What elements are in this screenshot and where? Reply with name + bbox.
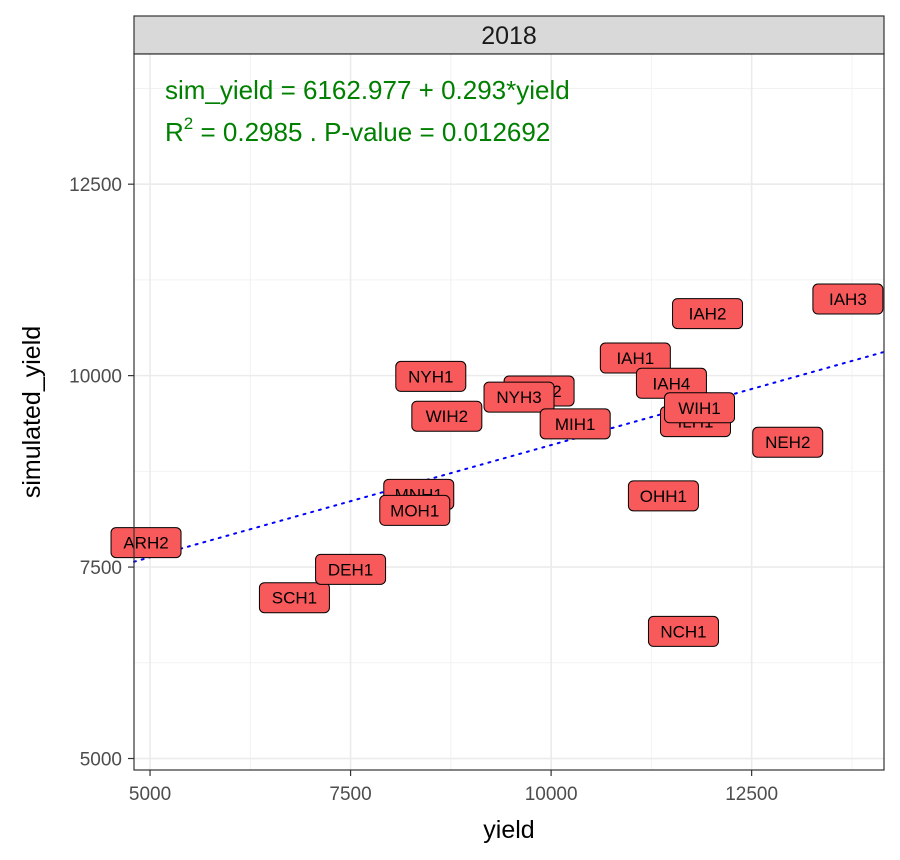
point-label-box bbox=[315, 553, 387, 585]
regression-line bbox=[133, 350, 885, 563]
point-label-box bbox=[411, 400, 483, 432]
point-label-box bbox=[812, 283, 884, 315]
x-tick-label: 5000 bbox=[129, 784, 171, 805]
point-label-text: WIH1 bbox=[678, 399, 721, 418]
point-label-text: IAH3 bbox=[829, 290, 867, 309]
point-label-text: NCH1 bbox=[660, 622, 706, 641]
point-label-text: NYH3 bbox=[496, 388, 541, 407]
point-label-iah2: IAH2 bbox=[672, 298, 744, 330]
point-label-box bbox=[672, 298, 744, 330]
point-label-sch1: SCH1 bbox=[258, 582, 330, 614]
point-label-text: MOH1 bbox=[390, 501, 439, 520]
y-axis: 5000 7500 10000 12500 bbox=[69, 175, 134, 771]
point-label-box bbox=[395, 360, 467, 392]
point-label-text: DEH1 bbox=[328, 560, 373, 579]
x-axis-title: yield bbox=[483, 816, 534, 844]
x-tick-label: 12500 bbox=[725, 784, 778, 805]
point-label-nyh3: NYH3 bbox=[483, 381, 555, 413]
x-tick-label: 10000 bbox=[525, 784, 578, 805]
point-label-text: MIH1 bbox=[555, 415, 596, 434]
point-label-text: SCH1 bbox=[272, 589, 317, 608]
point-label-box bbox=[664, 392, 736, 424]
point-label-box bbox=[258, 582, 330, 614]
point-labels: ARH2SCH1DEH1MNH1MOH1NYH1WIH2NYH2NYH3MIH1… bbox=[110, 283, 884, 647]
y-tick-label: 7500 bbox=[80, 558, 122, 579]
point-label-text: WIH2 bbox=[426, 407, 469, 426]
point-label-mih1: MIH1 bbox=[539, 408, 611, 440]
point-label-text: IAH4 bbox=[653, 374, 691, 393]
panel-border bbox=[133, 53, 885, 771]
point-label-box bbox=[752, 426, 824, 458]
point-label-box bbox=[627, 480, 699, 512]
point-label-nyh1: NYH1 bbox=[395, 360, 467, 392]
point-label-text: NEH2 bbox=[765, 433, 810, 452]
y-tick-label: 5000 bbox=[80, 750, 122, 771]
r-superscript: 2 bbox=[184, 114, 193, 133]
y-tick-label: 10000 bbox=[69, 367, 122, 388]
point-label-text: OHH1 bbox=[640, 487, 687, 506]
y-tick-label: 12500 bbox=[69, 175, 122, 196]
point-label-deh1: DEH1 bbox=[315, 553, 387, 585]
point-label-box bbox=[379, 494, 451, 526]
y-axis-title: simulated_yield bbox=[18, 326, 46, 498]
point-label-iah4: IAH4 bbox=[635, 367, 707, 399]
point-label-box bbox=[483, 381, 555, 413]
point-label-box bbox=[110, 527, 182, 559]
facet-strip bbox=[133, 15, 885, 55]
point-label-wih2: WIH2 bbox=[411, 400, 483, 432]
point-label-iah3: IAH3 bbox=[812, 283, 884, 315]
regression-stats: R2 = 0.2985 . P-value = 0.012692 bbox=[165, 114, 550, 147]
point-label-neh2: NEH2 bbox=[752, 426, 824, 458]
x-axis: 5000 7500 10000 12500 bbox=[129, 770, 778, 805]
point-label-text: IAH1 bbox=[616, 349, 654, 368]
r-symbol: R bbox=[165, 117, 184, 147]
point-label-box bbox=[647, 615, 719, 647]
point-label-box bbox=[599, 342, 671, 374]
minor-gridlines bbox=[134, 54, 884, 770]
point-label-text: ARH2 bbox=[123, 534, 168, 553]
point-label-wih1: WIH1 bbox=[664, 392, 736, 424]
point-label-nch1: NCH1 bbox=[647, 615, 719, 647]
point-label-ohh1: OHH1 bbox=[627, 480, 699, 512]
point-label-text: NYH1 bbox=[408, 367, 453, 386]
x-tick-label: 7500 bbox=[329, 784, 371, 805]
point-label-iah1: IAH1 bbox=[599, 342, 671, 374]
point-label-box bbox=[539, 408, 611, 440]
stats-text: = 0.2985 . P-value = 0.012692 bbox=[193, 117, 550, 147]
facet-strip-label: 2018 bbox=[481, 22, 537, 50]
point-label-arh2: ARH2 bbox=[110, 527, 182, 559]
point-label-moh1: MOH1 bbox=[379, 494, 451, 526]
regression-equation: sim_yield = 6162.977 + 0.293*yield bbox=[165, 75, 570, 105]
point-label-text: IAH2 bbox=[689, 305, 727, 324]
